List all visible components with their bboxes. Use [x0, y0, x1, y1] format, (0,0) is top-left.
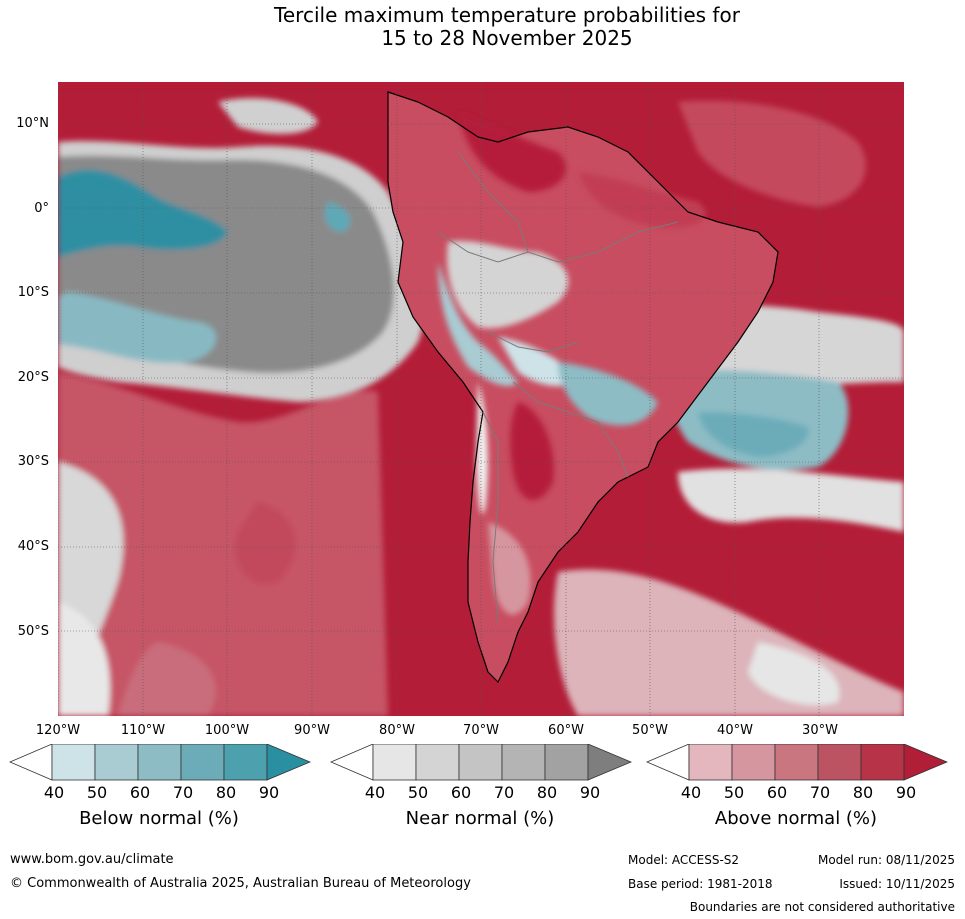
graticule — [58, 82, 904, 716]
colorbar-swatch — [544, 743, 589, 781]
colorbar-above-title: Above normal (%) — [714, 808, 878, 829]
colorbar-swatch — [137, 743, 182, 781]
tick-label: 50 — [86, 783, 108, 802]
colorbar-below-normal — [8, 743, 312, 788]
tick-label: 40 — [43, 783, 65, 802]
tick-label: 40 — [680, 783, 702, 802]
lat-label-10s: 10°S — [17, 285, 49, 300]
chart-title: Tercile maximum temperature probabilitie… — [0, 4, 965, 50]
tick-label: 80 — [536, 783, 558, 802]
lat-label-30s: 30°S — [17, 454, 49, 469]
tick-label: 80 — [852, 783, 874, 802]
tick-label: 60 — [129, 783, 151, 802]
colorbar-extend-high — [903, 743, 949, 781]
tick-label: 70 — [493, 783, 515, 802]
lon-label-40w: 40°W — [717, 723, 753, 738]
colorbar-swatch — [458, 743, 503, 781]
colorbar-swatch — [51, 743, 96, 781]
argentina-above-normal — [510, 402, 554, 501]
colorbar-below-title: Below normal (%) — [79, 808, 239, 829]
colorbar-near-title: Near normal (%) — [405, 808, 555, 829]
colorbar-swatch — [501, 743, 546, 781]
colorbar-near-svg — [329, 743, 633, 781]
footer-website[interactable]: www.bom.gov.au/climate — [10, 852, 174, 867]
footer-copyright: © Commonwealth of Australia 2025, Austra… — [10, 876, 471, 891]
colorbar-swatch — [180, 743, 225, 781]
colorbar-swatch — [688, 743, 733, 781]
southwest-pacific-patch — [58, 372, 388, 716]
lon-label-100w: 100°W — [204, 723, 250, 738]
colorbar-swatch — [860, 743, 905, 781]
colorbar-swatch — [415, 743, 460, 781]
pacific-below-normal-south — [58, 292, 217, 364]
tick-label: 90 — [258, 783, 280, 802]
lon-label-50w: 50°W — [632, 723, 668, 738]
tick-label: 90 — [579, 783, 601, 802]
tick-label: 80 — [215, 783, 237, 802]
probability-map — [58, 82, 904, 716]
south-america — [388, 92, 778, 682]
coastline — [387, 91, 779, 684]
colorbar-below-svg — [8, 743, 312, 781]
footer-base-period: Base period: 1981-2018 — [628, 877, 773, 891]
tick-label: 50 — [407, 783, 429, 802]
colorbar-extend-low — [8, 743, 53, 781]
colorbar-swatch — [372, 743, 417, 781]
colorbar-extend-high — [266, 743, 312, 781]
colorbar-swatch — [223, 743, 268, 781]
colorbar-above-normal — [645, 743, 949, 788]
title-line-1: Tercile maximum temperature probabilitie… — [274, 3, 740, 27]
lat-label-20s: 20°S — [17, 370, 49, 385]
lon-label-60w: 60°W — [548, 723, 584, 738]
tick-label: 40 — [364, 783, 386, 802]
title-line-2: 15 to 28 November 2025 — [381, 26, 633, 50]
tick-label: 60 — [450, 783, 472, 802]
tick-label: 70 — [809, 783, 831, 802]
footer-model: Model: ACCESS-S2 — [628, 853, 740, 867]
tick-label: 60 — [766, 783, 788, 802]
colorbar-extend-low — [645, 743, 690, 781]
colorbar-swatch — [94, 743, 139, 781]
colorbar-extend-high — [587, 743, 633, 781]
tick-label: 50 — [723, 783, 745, 802]
andes-below-normal — [438, 262, 518, 387]
colorbar-swatch — [774, 743, 819, 781]
footer-issued: Issued: 10/11/2025 — [839, 877, 955, 891]
atlantic-near-normal-south — [678, 468, 904, 532]
lon-label-80w: 80°W — [379, 723, 415, 738]
lon-label-70w: 70°W — [463, 723, 499, 738]
pacific-below-normal-patch — [58, 169, 228, 257]
lat-label-40s: 40°S — [17, 539, 49, 554]
footer-boundaries: Boundaries are not considered authoritat… — [689, 900, 955, 914]
lat-label-50s: 50°S — [17, 624, 49, 639]
tick-label: 70 — [172, 783, 194, 802]
lat-label-0: 0° — [34, 201, 49, 216]
lon-label-30w: 30°W — [802, 723, 838, 738]
colorbar-above-svg — [645, 743, 949, 781]
country-borders — [437, 151, 679, 623]
lon-label-110w: 110°W — [120, 723, 166, 738]
lon-label-90w: 90°W — [294, 723, 330, 738]
lat-label-10n: 10°N — [16, 116, 49, 131]
footer-model-run: Model run: 08/11/2025 — [817, 853, 955, 867]
colorbar-swatch — [731, 743, 776, 781]
tick-label: 90 — [895, 783, 917, 802]
lon-label-120w: 120°W — [35, 723, 81, 738]
map-svg — [58, 82, 904, 716]
colorbar-extend-low — [329, 743, 374, 781]
colorbar-swatch — [817, 743, 862, 781]
colorbar-near-normal — [329, 743, 633, 788]
amazon-near-normal — [447, 240, 569, 329]
